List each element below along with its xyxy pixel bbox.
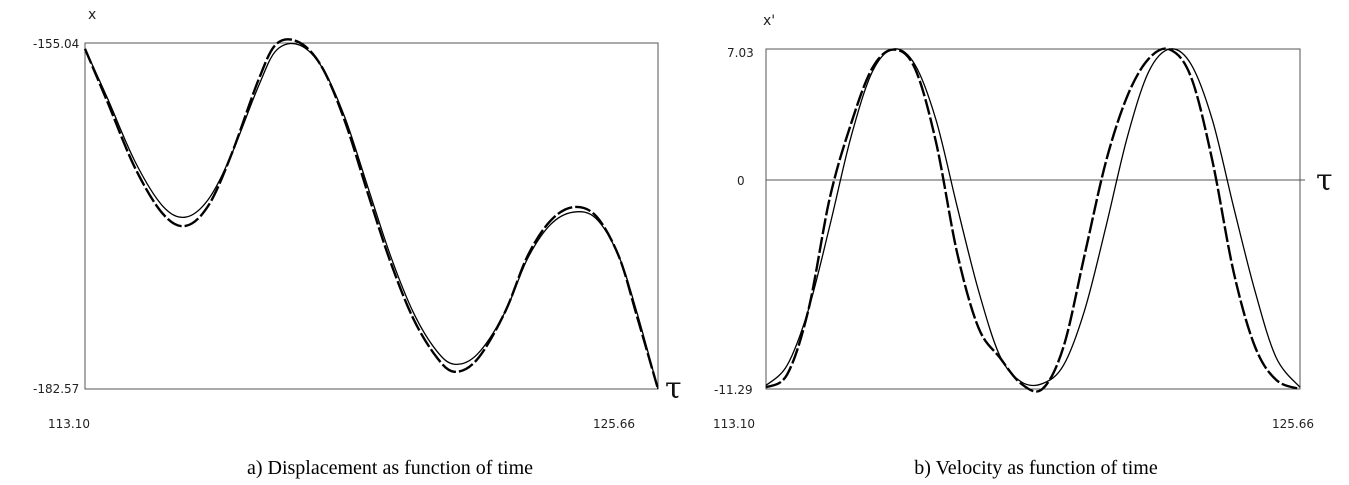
- displacement-series-1-line: [84, 42, 659, 390]
- velocity-series-2-line: [765, 47, 1301, 393]
- x-tick-max-a: 125.66: [593, 417, 635, 431]
- curves-b: [765, 47, 1301, 393]
- x-tick-min-b: 113.10: [713, 417, 755, 431]
- y-tick-max-a: -155.04: [33, 37, 79, 51]
- curves-a: [83, 38, 660, 390]
- y-axis-label-a: x: [88, 7, 96, 23]
- y-tick-min-b: -11.29: [714, 383, 753, 397]
- y-tick-zero-b: 0: [737, 174, 745, 188]
- y-tick-max-b: 7.03: [727, 46, 754, 60]
- caption-a: a) Displacement as function of time: [247, 457, 533, 479]
- x-axis-label-a: τ: [665, 371, 682, 406]
- displacement-series-2-line: [83, 38, 660, 390]
- chart-velocity: x' 7.03 0 -11.29 113.10 125.66 τ b) Velo…: [713, 13, 1333, 479]
- caption-b: b) Velocity as function of time: [914, 457, 1158, 479]
- plot-frame-a: [84, 42, 659, 390]
- chart-displacement: x -155.04 -182.57 113.10 125.66 τ a) Dis…: [33, 7, 682, 479]
- plot-frame-b: [765, 48, 1301, 390]
- x-tick-min-a: 113.10: [48, 417, 90, 431]
- velocity-series-1-line: [765, 48, 1301, 388]
- x-tick-max-b: 125.66: [1272, 417, 1314, 431]
- x-axis-label-b: τ: [1316, 163, 1333, 198]
- y-axis-label-b: x': [763, 13, 775, 29]
- y-tick-min-a: -182.57: [33, 382, 79, 396]
